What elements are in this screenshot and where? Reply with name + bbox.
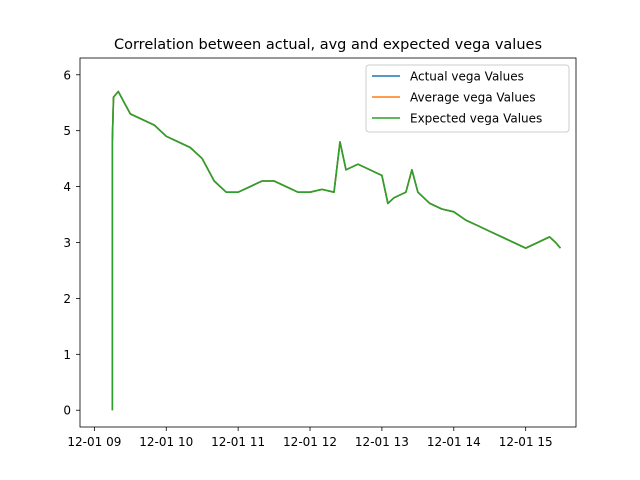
- x-tick-label: 12-01 09: [67, 435, 121, 449]
- y-tick-label: 2: [63, 292, 71, 306]
- legend-label: Average vega Values: [410, 91, 536, 105]
- chart-title: Correlation between actual, avg and expe…: [114, 37, 542, 53]
- legend-label: Expected vega Values: [410, 112, 542, 126]
- series-line-1: [111, 90, 562, 411]
- x-tick-label: 12-01 15: [499, 435, 553, 449]
- series-line-2: [111, 90, 562, 411]
- plot-lines: [111, 90, 562, 411]
- x-axis: 12-01 09 12-01 10 12-01 11 12-01 12 12-01 13…: [67, 427, 553, 449]
- y-tick-label: 5: [63, 124, 71, 138]
- y-tick-label: 3: [63, 236, 71, 250]
- y-tick-label: 1: [63, 348, 71, 362]
- x-tick-label: 12-01 13: [355, 435, 409, 449]
- y-tick-label: 0: [63, 404, 71, 418]
- x-tick-label: 12-01 10: [139, 435, 193, 449]
- legend-label: Actual vega Values: [410, 70, 524, 84]
- x-tick-label: 12-01 14: [427, 435, 481, 449]
- y-axis: 0 1 2 3 4 5 6: [63, 68, 80, 418]
- y-tick-label: 6: [63, 68, 71, 82]
- series-line-0: [111, 90, 562, 411]
- legend: Actual vega Values Average vega Values Exp…: [365, 64, 570, 133]
- y-tick-label: 4: [63, 180, 71, 194]
- x-tick-label: 12-01 12: [283, 435, 337, 449]
- legend-box: [365, 64, 570, 133]
- x-tick-label: 12-01 11: [211, 435, 265, 449]
